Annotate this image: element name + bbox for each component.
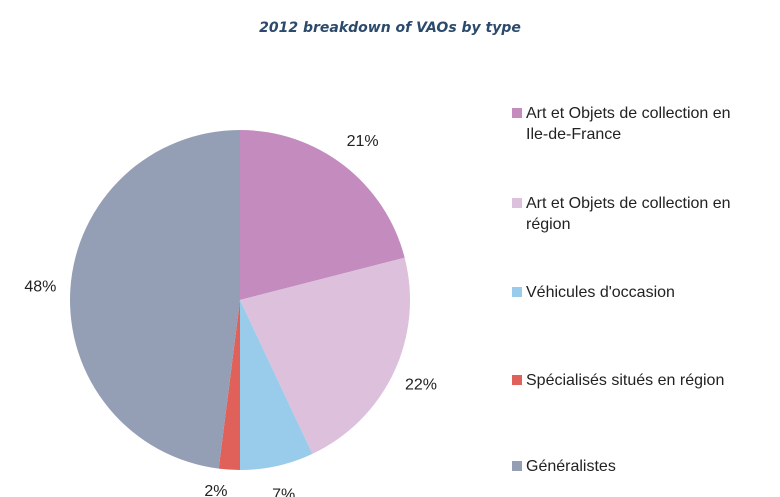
pie-slice [240,257,410,454]
legend-swatch [512,375,522,385]
chart-title: 2012 breakdown of VAOs by type [259,20,521,36]
pie-slice [240,130,405,300]
legend-label: Art et Objets de collection en région [526,195,731,233]
legend-item: Véhicules d'occasion [512,282,675,303]
pie-slice [70,130,241,469]
data-label: 2% [204,483,227,497]
data-label: 7% [272,486,295,497]
data-label: 21% [347,133,379,150]
legend-swatch [512,287,522,297]
legend-swatch [512,461,522,471]
legend-item: Spécialisés situés en région [512,370,724,391]
data-label: 22% [405,376,437,393]
legend-label: Véhicules d'occasion [526,284,675,301]
legend-swatch [512,108,522,118]
data-label: 48% [24,279,56,296]
legend-item: Généralistes [512,456,616,477]
legend-item: Art et Objets de collection en Ile-de-Fr… [512,103,741,145]
legend-label: Spécialisés situés en région [526,372,725,389]
legend-label: Art et Objets de collection en Ile-de-Fr… [526,105,731,143]
pie-slice [218,300,240,470]
pie-slice [240,300,313,470]
legend-item: Art et Objets de collection en région [512,193,741,235]
legend-swatch [512,198,522,208]
legend-label: Généralistes [526,458,616,475]
